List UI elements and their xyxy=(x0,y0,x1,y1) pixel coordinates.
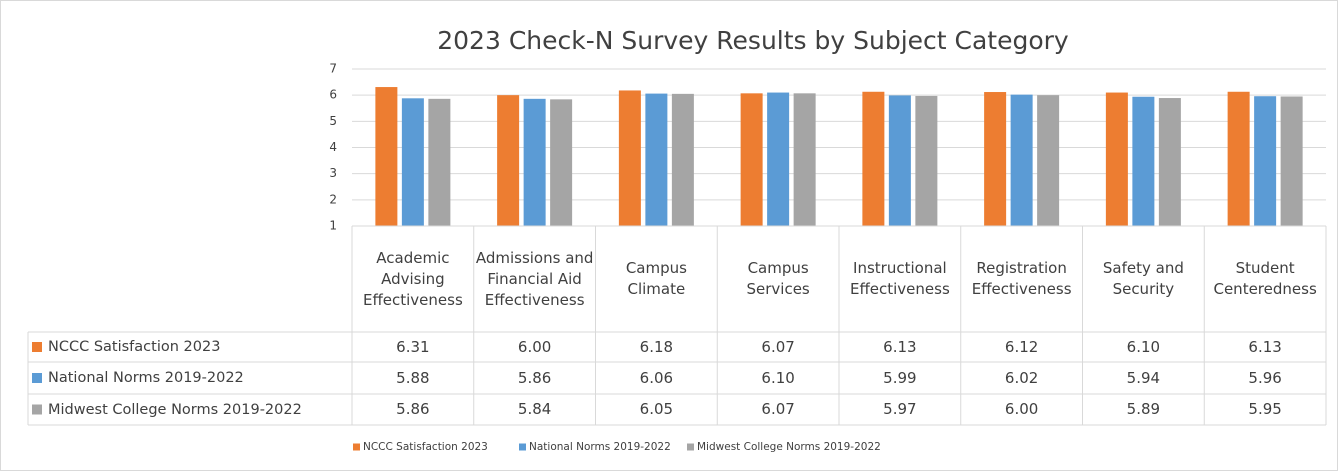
table-series-name: NCCC Satisfaction 2023 xyxy=(48,339,221,355)
table-value: 5.94 xyxy=(1126,368,1161,387)
table-key xyxy=(32,342,42,352)
bar xyxy=(1280,96,1303,226)
bar xyxy=(1254,96,1277,226)
category-label: Campus Services xyxy=(746,259,810,298)
bar xyxy=(767,92,790,226)
table-value: 6.02 xyxy=(1004,368,1039,387)
bar xyxy=(671,93,694,226)
table-value: 6.13 xyxy=(883,337,917,356)
table-value: 6.07 xyxy=(761,337,795,356)
y-tick-label: 5 xyxy=(329,114,337,128)
table-value: 6.05 xyxy=(639,400,674,418)
bar xyxy=(793,93,816,227)
category-label: Admissions and Financial Aid Effectivene… xyxy=(475,248,594,309)
y-tick-label: 1 xyxy=(329,219,337,233)
bar xyxy=(1037,95,1060,227)
category-label: Instructional Effectiveness xyxy=(849,259,950,298)
bar xyxy=(1010,94,1033,226)
bar xyxy=(1132,96,1155,226)
legend-key xyxy=(353,443,360,451)
y-tick-label: 2 xyxy=(329,192,337,206)
bar xyxy=(915,95,938,227)
table-value: 5.95 xyxy=(1248,400,1282,418)
bar xyxy=(1105,92,1128,226)
bar xyxy=(1227,91,1250,226)
legend-key xyxy=(519,443,526,451)
chart-title: 2023 Check-N Survey Results by Subject C… xyxy=(437,26,1069,55)
table-value: 5.88 xyxy=(396,368,430,387)
bar xyxy=(497,95,520,227)
table-series-name: Midwest College Norms 2019-2022 xyxy=(48,401,302,418)
bar xyxy=(888,95,911,226)
y-tick-label: 6 xyxy=(329,88,337,102)
bar xyxy=(550,99,573,226)
category-label: Campus Climate xyxy=(625,259,687,298)
category-label: Registration Effectiveness xyxy=(971,259,1072,298)
bar xyxy=(1158,98,1181,226)
table-value: 6.13 xyxy=(1248,337,1282,356)
legend-label: National Norms 2019-2022 xyxy=(529,441,671,453)
table-value: 6.10 xyxy=(1126,337,1161,356)
table-value: 5.86 xyxy=(396,400,430,418)
bar xyxy=(862,91,885,226)
legend-key xyxy=(687,443,694,451)
legend-label: Midwest College Norms 2019-2022 xyxy=(697,441,881,453)
table-value: 6.10 xyxy=(761,368,795,387)
table-value: 6.12 xyxy=(1004,337,1039,356)
table-value: 6.06 xyxy=(639,368,674,387)
table-key xyxy=(32,404,42,415)
bar xyxy=(984,92,1007,226)
table-value: 5.97 xyxy=(883,400,917,418)
table-value: 6.18 xyxy=(639,337,674,356)
y-tick-label: 3 xyxy=(329,166,337,180)
table-value: 5.96 xyxy=(1248,368,1282,387)
category-label: Student Centeredness xyxy=(1213,259,1317,298)
y-tick-label: 4 xyxy=(329,140,337,154)
table-value: 5.86 xyxy=(517,368,552,387)
table-value: 6.07 xyxy=(761,400,795,418)
table-key xyxy=(32,373,42,383)
bar xyxy=(740,93,763,227)
category-label: Safety and Security xyxy=(1102,259,1184,298)
table-value: 5.89 xyxy=(1126,400,1161,418)
y-tick-label: 7 xyxy=(329,62,337,76)
bar xyxy=(375,87,398,227)
table-series-name: National Norms 2019-2022 xyxy=(48,370,244,386)
bar xyxy=(618,90,641,226)
bar xyxy=(428,98,451,226)
table-value: 6.31 xyxy=(396,337,430,356)
table-value: 6.00 xyxy=(517,337,552,356)
table-value: 5.84 xyxy=(517,400,552,418)
table-value: 5.99 xyxy=(883,368,917,387)
bar xyxy=(523,98,546,226)
bar xyxy=(645,93,668,226)
bar xyxy=(401,98,424,226)
legend-label: NCCC Satisfaction 2023 xyxy=(363,441,488,453)
category-label: Academic Advising Effectiveness xyxy=(362,248,463,309)
table-value: 6.00 xyxy=(1004,400,1039,418)
